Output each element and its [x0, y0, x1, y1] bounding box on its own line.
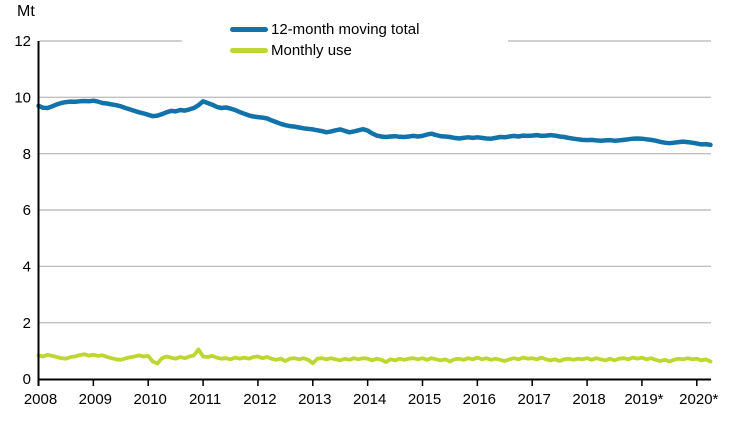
y-tick-label-10: 10 [14, 90, 31, 107]
legend-label-monthly-use: Monthly use [271, 42, 352, 59]
y-axis-unit-label: Mt [17, 3, 35, 20]
legend-item-monthly-use: Monthly use [230, 40, 508, 61]
x-tick-label-2017: 2017 [518, 391, 551, 408]
x-tick-label-2018: 2018 [572, 391, 605, 408]
y-tick-label-6: 6 [23, 202, 31, 219]
x-tick-label-2020*: 2020* [679, 391, 718, 408]
x-tick-label-2009: 2009 [79, 391, 112, 408]
series-line-moving-total [36, 98, 713, 148]
x-tick-label-2011: 2011 [189, 391, 221, 408]
y-tick-label-12: 12 [14, 33, 31, 50]
x-tick-label-2008: 2008 [24, 391, 57, 408]
x-tick-label-2019*: 2019* [624, 391, 663, 408]
legend-swatch-monthly-use [230, 48, 268, 53]
legend-swatch-moving-total [230, 27, 268, 32]
series-line-monthly-use [36, 347, 713, 366]
x-tick-label-2012: 2012 [243, 391, 276, 408]
x-tick-label-2015: 2015 [408, 391, 441, 408]
y-tick-label-0: 0 [23, 371, 31, 388]
legend: 12-month moving total Monthly use [182, 19, 508, 61]
x-tick-label-2016: 2016 [463, 391, 496, 408]
legend-item-moving-total: 12-month moving total [230, 19, 508, 40]
y-tick-label-8: 8 [23, 146, 31, 163]
x-tick-label-2013: 2013 [298, 391, 331, 408]
y-tick-label-4: 4 [23, 259, 31, 276]
legend-label-moving-total: 12-month moving total [271, 21, 420, 38]
x-tick-label-2014: 2014 [353, 391, 386, 408]
y-tick-label-2: 2 [23, 315, 31, 332]
x-tick-label-2010: 2010 [134, 391, 167, 408]
